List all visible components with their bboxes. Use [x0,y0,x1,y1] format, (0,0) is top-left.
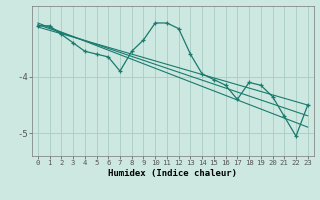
X-axis label: Humidex (Indice chaleur): Humidex (Indice chaleur) [108,169,237,178]
